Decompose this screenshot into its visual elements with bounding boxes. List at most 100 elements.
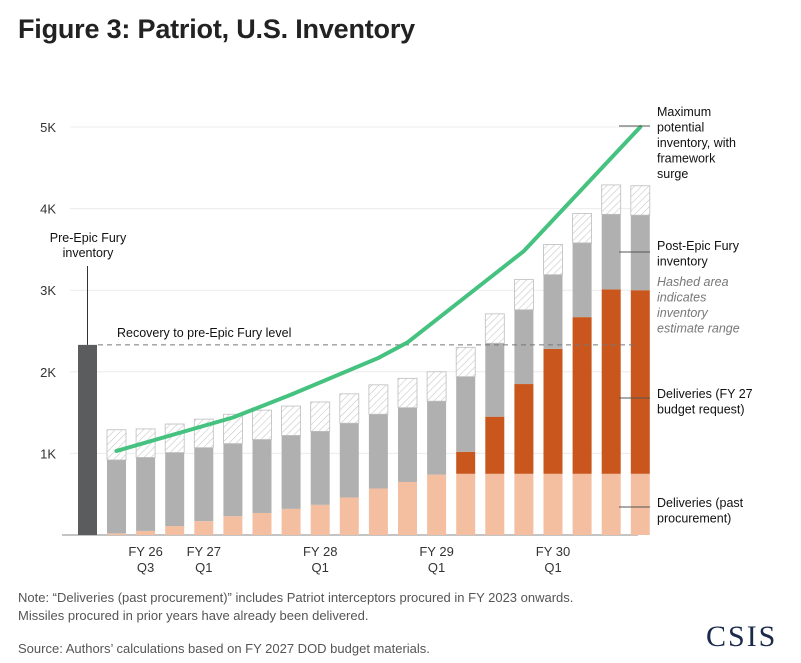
bar-segment-past-procurement bbox=[368, 488, 388, 535]
bar-segment-fy27-request bbox=[572, 317, 592, 474]
bar-segment-post-epic-fury bbox=[630, 215, 650, 291]
bar-segment-post-epic-fury bbox=[543, 274, 563, 349]
bar-segment-past-procurement bbox=[514, 473, 534, 535]
legend-label-gray: inventory bbox=[657, 255, 708, 269]
x-tick-label: Q1 bbox=[544, 560, 561, 575]
bars-layer bbox=[78, 184, 651, 535]
pre-epic-fury-bar bbox=[78, 344, 97, 535]
y-tick-label: 3K bbox=[40, 283, 56, 298]
bar-segment-post-epic-fury bbox=[368, 414, 388, 489]
bar-segment-estimate-range bbox=[543, 244, 563, 276]
legend-label-hatch: inventory bbox=[657, 306, 708, 320]
bar-segment-post-epic-fury bbox=[427, 401, 447, 475]
bar-segment-fy27-request bbox=[601, 289, 621, 474]
bar-segment-estimate-range bbox=[484, 313, 505, 344]
bar-segment-past-procurement bbox=[165, 526, 185, 535]
legend-label-line: potential bbox=[657, 121, 704, 135]
x-tick-label: FY 28 bbox=[303, 544, 337, 559]
bar-segment-fy27-request bbox=[630, 290, 650, 474]
x-tick-label: FY 30 bbox=[536, 544, 570, 559]
x-tick-label: FY 29 bbox=[419, 544, 453, 559]
bar-segment-estimate-range bbox=[339, 393, 360, 424]
bar-segment-fy27-request bbox=[543, 348, 563, 474]
bar-segment-past-procurement bbox=[310, 504, 330, 535]
legend-label-orange: Deliveries (FY 27 bbox=[657, 387, 753, 401]
legend-label-peach: Deliveries (past bbox=[657, 496, 744, 510]
bar-segment-post-epic-fury bbox=[398, 407, 417, 482]
bar-segment-post-epic-fury bbox=[107, 459, 126, 534]
bar-segment-past-procurement bbox=[572, 473, 592, 535]
chart-title: Figure 3: Patriot, U.S. Inventory bbox=[18, 14, 415, 44]
legend-label-line: inventory, with bbox=[657, 136, 736, 150]
note-line-1: Note: “Deliveries (past procurement)” in… bbox=[18, 590, 574, 605]
x-tick-label: Q1 bbox=[428, 560, 445, 575]
bar-segment-estimate-range bbox=[281, 405, 302, 436]
bar-segment-post-epic-fury bbox=[601, 214, 621, 290]
bar-segment-post-epic-fury bbox=[572, 242, 592, 318]
bar-segment-past-procurement bbox=[252, 512, 272, 535]
note-line-2: Missiles procured in prior years have al… bbox=[18, 608, 369, 623]
bar-segment-estimate-range bbox=[455, 346, 476, 378]
x-tick-label: FY 26 bbox=[128, 544, 162, 559]
bar-segment-estimate-range bbox=[630, 185, 651, 216]
bar-segment-post-epic-fury bbox=[456, 376, 476, 452]
bar-segment-estimate-range bbox=[426, 371, 447, 402]
bar-segment-estimate-range bbox=[252, 409, 272, 440]
bar-segment-estimate-range bbox=[514, 279, 534, 311]
legend-label-peach: procurement) bbox=[657, 512, 731, 526]
bar-segment-past-procurement bbox=[456, 473, 476, 535]
bar-segment-estimate-range bbox=[397, 377, 418, 409]
x-tick-label: Q3 bbox=[137, 560, 154, 575]
bar-segment-fy27-request bbox=[514, 384, 534, 474]
bar-segment-post-epic-fury bbox=[339, 423, 359, 498]
bar-segment-past-procurement bbox=[136, 530, 156, 535]
bar-segment-estimate-range bbox=[164, 423, 185, 453]
bar-segment-past-procurement bbox=[543, 473, 563, 535]
legend-label-line: framework bbox=[657, 152, 716, 166]
bar-segment-post-epic-fury bbox=[485, 343, 505, 417]
bar-segment-past-procurement bbox=[281, 508, 301, 535]
bar-segment-estimate-range bbox=[106, 429, 127, 461]
bar-segment-past-procurement bbox=[398, 481, 417, 535]
x-tick-label: FY 27 bbox=[187, 544, 221, 559]
legend-label-hatch: indicates bbox=[657, 291, 706, 305]
bar-segment-estimate-range bbox=[601, 184, 622, 215]
bar-segment-post-epic-fury bbox=[194, 447, 214, 522]
overlay-layer bbox=[87, 125, 650, 508]
bar-segment-past-procurement bbox=[485, 473, 505, 535]
bar-segment-post-epic-fury bbox=[281, 435, 301, 509]
bar-segment-estimate-range bbox=[572, 213, 592, 244]
pre-epic-fury-label: inventory bbox=[63, 246, 114, 260]
bar-segment-fy27-request bbox=[456, 451, 476, 474]
bar-segment-past-procurement bbox=[194, 521, 214, 535]
y-tick-label: 4K bbox=[40, 202, 56, 217]
max-potential-inventory-line bbox=[114, 125, 643, 453]
bar-segment-post-epic-fury bbox=[514, 309, 534, 385]
y-tick-label: 1K bbox=[40, 446, 56, 461]
bar-segment-post-epic-fury bbox=[310, 431, 330, 505]
pre-epic-fury-label: Pre-Epic Fury bbox=[50, 231, 127, 245]
recovery-line-label: Recovery to pre-Epic Fury level bbox=[117, 326, 291, 340]
y-tick-label: 2K bbox=[40, 365, 56, 380]
csis-logo: CSIS bbox=[706, 620, 778, 653]
bar-segment-post-epic-fury bbox=[223, 443, 243, 517]
bar-segment-past-procurement bbox=[339, 497, 359, 535]
bar-segment-past-procurement bbox=[223, 516, 243, 535]
x-tick-label: Q1 bbox=[195, 560, 212, 575]
legend-label-gray: Post-Epic Fury bbox=[657, 239, 740, 253]
legend-label-line: Maximum bbox=[657, 105, 711, 119]
bar-segment-past-procurement bbox=[107, 533, 126, 535]
bar-segment-estimate-range bbox=[222, 413, 243, 445]
bar-segment-fy27-request bbox=[485, 416, 505, 474]
bar-segment-post-epic-fury bbox=[252, 439, 272, 513]
legend-label-hatch: Hashed area bbox=[657, 275, 729, 289]
bar-segment-post-epic-fury bbox=[136, 457, 156, 531]
legend-label-orange: budget request) bbox=[657, 403, 745, 417]
bar-segment-past-procurement bbox=[601, 473, 621, 535]
y-tick-label: 5K bbox=[40, 120, 56, 135]
x-tick-label: Q1 bbox=[312, 560, 329, 575]
bar-segment-estimate-range bbox=[310, 401, 331, 432]
legend-label-line: surge bbox=[657, 167, 688, 181]
bar-segment-past-procurement bbox=[427, 474, 447, 535]
